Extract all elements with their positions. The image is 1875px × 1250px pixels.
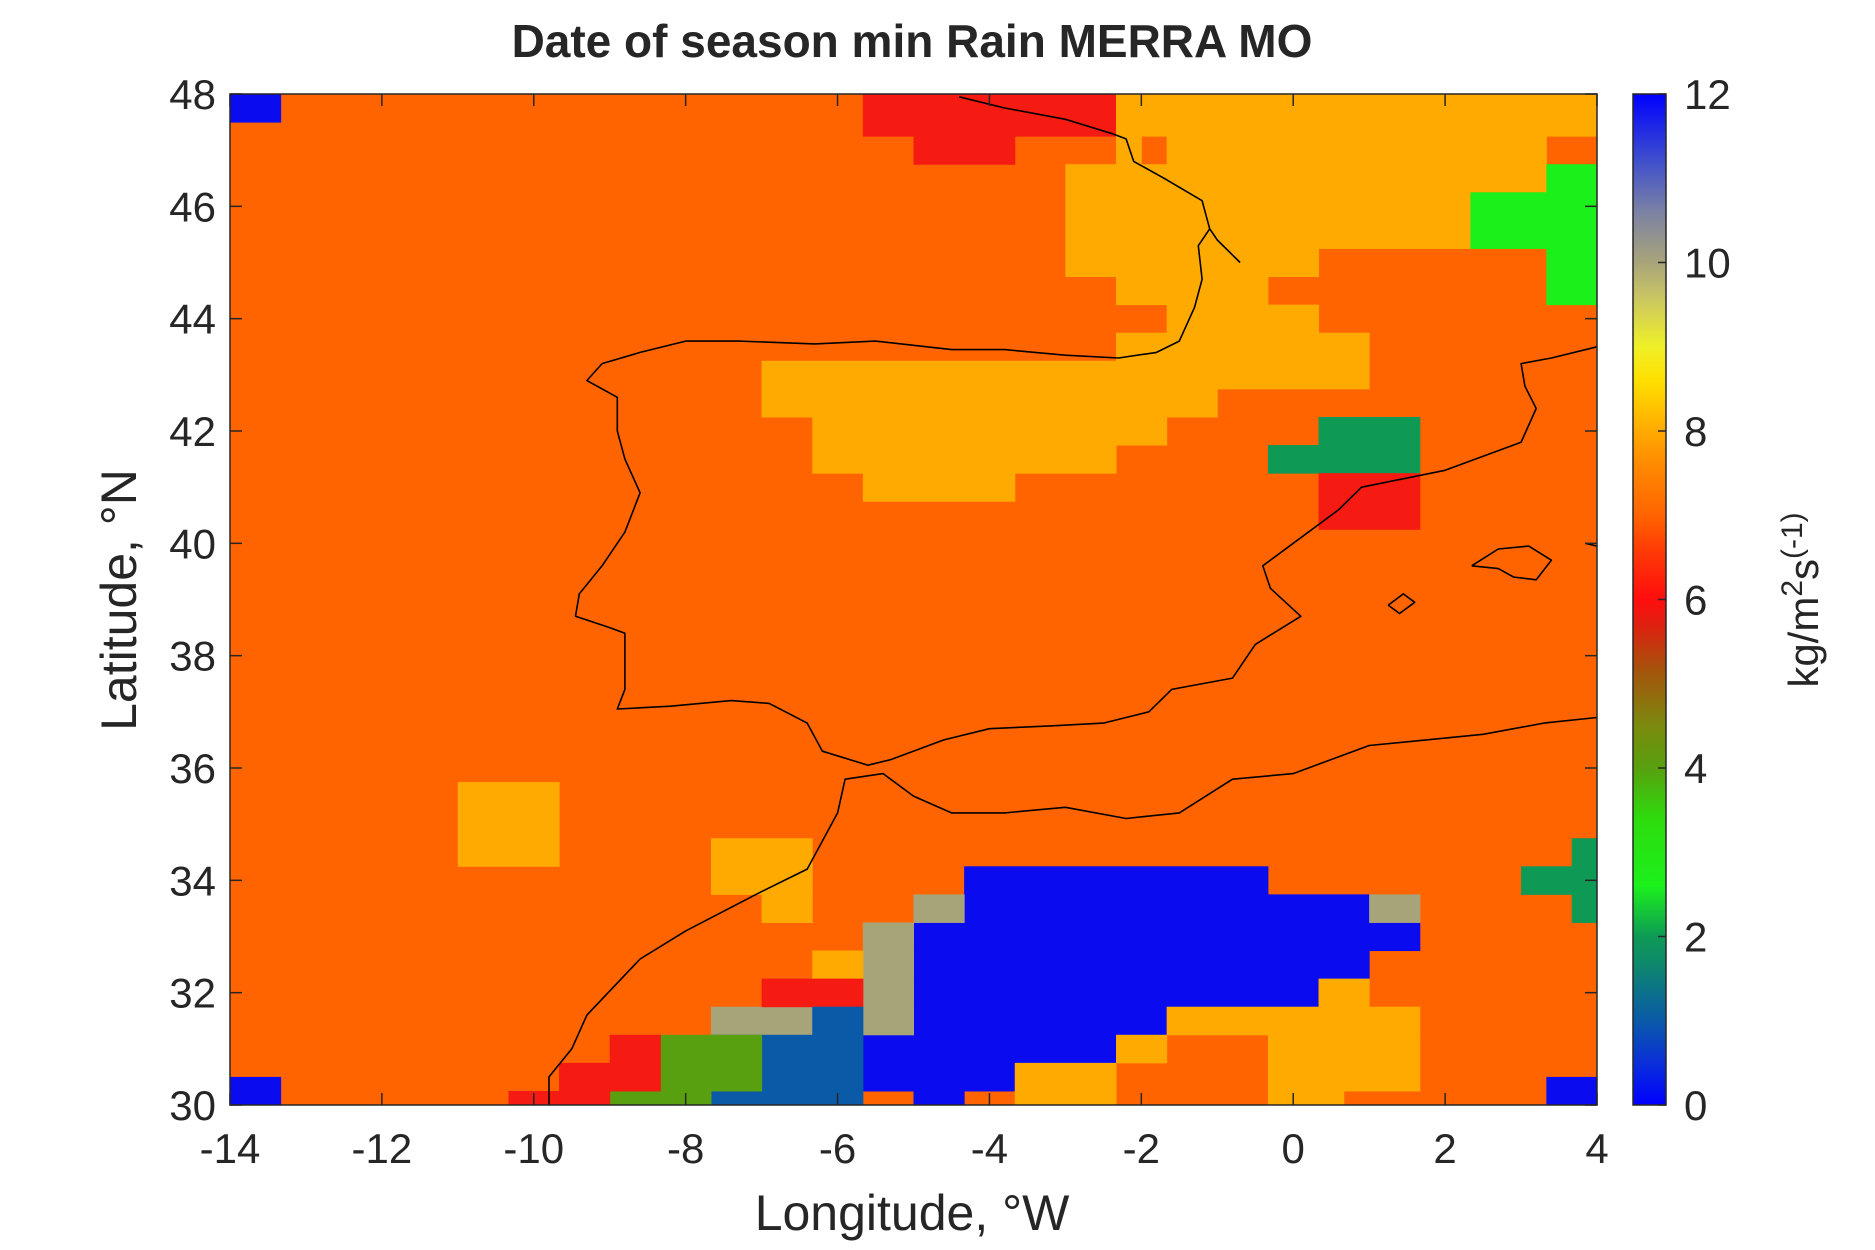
x-tick-label: -10 [503, 1125, 564, 1172]
heatmap-cell [913, 922, 1421, 952]
heatmap-cell [761, 894, 813, 923]
heatmap-cell [1318, 1006, 1421, 1036]
heatmap-cell [761, 360, 1370, 390]
colorbar-tick-label: 6 [1684, 577, 1707, 624]
plot-frame [229, 93, 1598, 1106]
y-axis-label: Latitude, °N [91, 469, 147, 731]
heatmap-cell [913, 1006, 1168, 1036]
heatmap-cell [862, 1062, 1016, 1092]
x-tick-label: -2 [1123, 1125, 1160, 1172]
heatmap-cell [457, 782, 560, 867]
x-tick-label: -4 [971, 1125, 1008, 1172]
y-tick-label: 36 [169, 745, 216, 792]
heatmap-cell [1318, 416, 1421, 446]
coastline [1387, 593, 1416, 615]
heatmap-cell [1369, 894, 1421, 923]
heatmap-cell [913, 1090, 965, 1106]
heatmap-cell [1014, 1090, 1117, 1106]
heatmap-cell [710, 1006, 813, 1036]
heatmap-cell [964, 866, 1269, 895]
x-tick-label: 2 [1433, 1125, 1456, 1172]
chart-title: Date of season min Rain MERRA MO [512, 15, 1313, 67]
colorbar: 0 2 4 6 8 10 12 [1632, 71, 1731, 1129]
heatmap-cell [609, 1090, 712, 1106]
heatmap-cell [1166, 304, 1320, 334]
heatmap-cell [710, 1090, 864, 1106]
heatmap-cell [1267, 1090, 1345, 1106]
coastline [1471, 545, 1553, 581]
colorbar-tick-label: 12 [1684, 71, 1731, 118]
heatmap-cell [913, 894, 965, 923]
heatmap-cell [1470, 192, 1547, 249]
heatmap-cell [913, 136, 1016, 165]
heatmap-cell [660, 1034, 763, 1092]
heatmap-cell [812, 445, 1117, 474]
heatmap-cell [1065, 248, 1320, 278]
heatmap-cell [1065, 164, 1471, 249]
heatmap-cell [1116, 94, 1598, 137]
x-tick-label: 4 [1585, 1125, 1608, 1172]
y-tick-label: 48 [169, 71, 216, 118]
heatmap-cell [1546, 164, 1598, 306]
heatmap-cell [862, 473, 1016, 502]
heatmap-cell [1116, 276, 1269, 306]
heatmap-cell [761, 388, 1218, 418]
heatmap-cell [812, 1006, 864, 1092]
colorbar-tick-label: 2 [1684, 914, 1707, 961]
x-tick-label: -6 [819, 1125, 856, 1172]
coastline [548, 716, 1598, 1105]
heatmap-cell [913, 950, 1370, 980]
heatmap-cell [1521, 866, 1573, 895]
heatmap-cell [1014, 1062, 1117, 1092]
heatmap-cell [1318, 978, 1370, 1008]
heatmap-cell [1116, 136, 1142, 165]
heatmap-cell [559, 1062, 611, 1092]
y-tick-label: 30 [169, 1082, 216, 1129]
y-tick-label: 38 [169, 633, 216, 680]
heatmap-cell [761, 978, 864, 1008]
heatmap-cell [1267, 1034, 1421, 1092]
heatmap-cell [1166, 136, 1547, 165]
y-tick-label: 46 [169, 183, 216, 230]
heatmap-cell [812, 950, 864, 980]
heatmap-cell [1166, 1006, 1320, 1036]
heatmap-cells [230, 94, 1598, 1106]
heatmap-cell [1116, 1034, 1168, 1064]
coastlines [548, 96, 1598, 1105]
x-tick-label: -14 [200, 1125, 261, 1172]
colorbar-label: kg/m2s(-1) [1776, 512, 1827, 687]
heatmap-cell [230, 1076, 282, 1106]
colorbar-tick-label: 4 [1684, 745, 1707, 792]
colorbar-tick-label: 10 [1684, 240, 1731, 287]
x-tick-label: -8 [667, 1125, 704, 1172]
heatmap-cell [1318, 473, 1421, 530]
heatmap-cell [1546, 1076, 1598, 1106]
x-axis-label: Longitude, °W [755, 1185, 1070, 1241]
coastline [1209, 228, 1241, 264]
heatmap-cell [559, 1090, 611, 1106]
heatmap-cell [1267, 445, 1421, 474]
y-tick-label: 34 [169, 857, 216, 904]
y-tick-label: 40 [169, 520, 216, 567]
x-tick-label: 0 [1282, 1125, 1305, 1172]
coastline [574, 346, 1598, 766]
heatmap-cell [964, 894, 1370, 923]
y-tick-label: 32 [169, 970, 216, 1017]
coastline [601, 96, 1211, 365]
y-tick-label: 44 [169, 296, 216, 343]
axes: -14 -12 -10 -8 -6 -4 -2 0 2 4 30 32 34 36 38 40 42 44 46 48 [169, 71, 1608, 1172]
colorbar-tick-label: 0 [1684, 1082, 1707, 1129]
heatmap-cell [913, 978, 1320, 1008]
colorbar-tick-label: 8 [1684, 408, 1707, 455]
x-tick-label: -12 [352, 1125, 413, 1172]
y-tick-label: 42 [169, 408, 216, 455]
heatmap-cell [1116, 332, 1370, 362]
heatmap-cell [609, 1034, 661, 1092]
heatmap-cell [812, 416, 1168, 446]
heatmap-cell [862, 1034, 1117, 1064]
heatmap-cell [230, 94, 282, 123]
heatmap-cell [710, 838, 813, 895]
heatmap-cell [862, 922, 914, 1036]
